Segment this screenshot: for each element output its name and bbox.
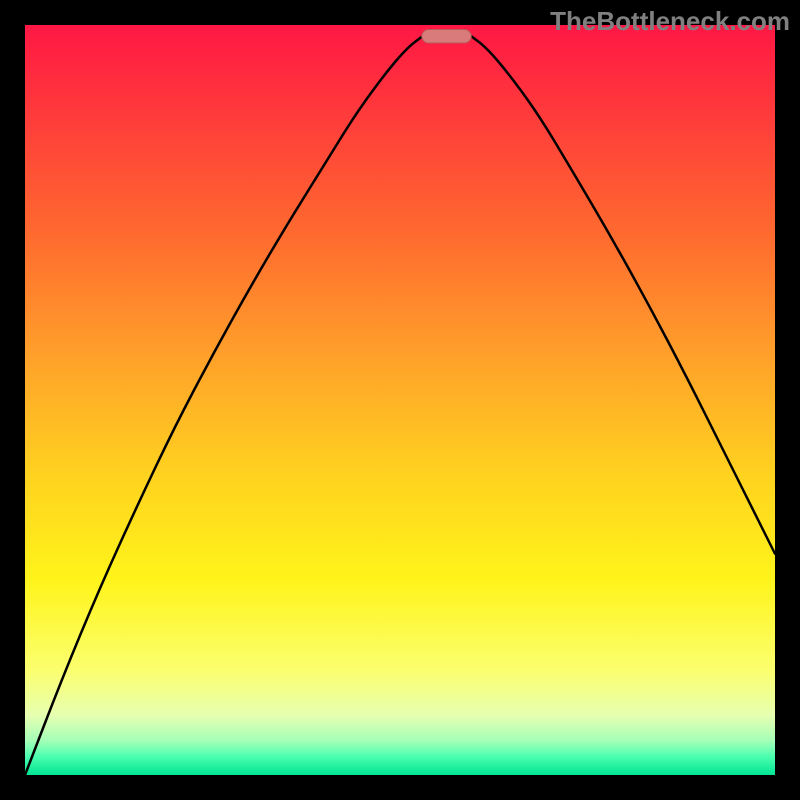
chart-frame [25,25,775,775]
optimal-range-marker [422,30,472,44]
watermark-text: TheBottleneck.com [550,6,790,37]
bottleneck-chart-svg [25,25,775,775]
gradient-background [25,25,775,775]
